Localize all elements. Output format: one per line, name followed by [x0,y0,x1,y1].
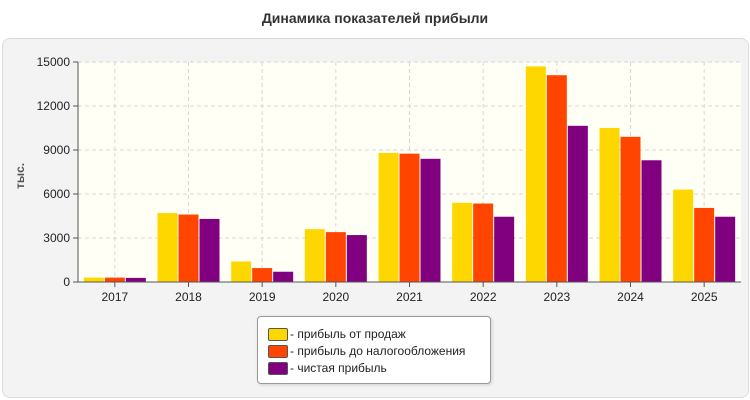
bar [546,75,567,282]
bar [273,271,294,282]
legend-label-net-profit: - чистая прибыль [290,361,387,375]
x-tick-label: 2023 [543,290,570,304]
bar [673,189,694,282]
bar [641,160,662,282]
bar [231,261,252,282]
bar [378,152,399,282]
bar [473,203,494,282]
bar [346,235,367,282]
bar [83,277,104,282]
x-tick-label: 2025 [691,290,718,304]
x-tick-label: 2019 [249,290,276,304]
legend-item-pretax-profit: - прибыль до налогообложения [268,343,465,359]
bar [452,202,473,282]
bar [620,136,641,282]
y-tick-label: 3000 [43,231,70,245]
bar [304,229,325,282]
legend-swatch-sales-profit [268,327,288,341]
bar [694,207,715,282]
y-tick-label: 0 [63,275,70,289]
legend: - прибыль от продаж - прибыль до налогоо… [257,316,491,384]
legend-label-pretax-profit: - прибыль до налогообложения [290,344,466,358]
x-tick-label: 2024 [617,290,644,304]
bar [399,153,420,282]
y-tick-label: 9000 [43,143,70,157]
bar [199,218,220,282]
legend-swatch-net-profit [268,361,288,375]
y-axis-label: тыс. [13,162,27,189]
legend-label-sales-profit: - прибыль от продаж [290,327,406,341]
bar [420,158,441,282]
bar [325,232,346,282]
y-tick-label: 6000 [43,187,70,201]
chart-title: Динамика показателей прибыли [261,10,489,26]
bar [494,216,515,282]
bar [104,277,125,282]
x-tick-label: 2020 [322,290,349,304]
y-tick-label: 12000 [37,99,71,113]
legend-item-net-profit: - чистая прибыль [268,360,387,376]
legend-item-sales-profit: - прибыль от продаж [268,326,406,342]
x-tick-label: 2018 [175,290,202,304]
bar [157,213,178,282]
x-tick-label: 2017 [101,290,128,304]
x-tick-label: 2021 [396,290,423,304]
bar [715,216,736,282]
bar [567,125,588,282]
bar [525,66,546,283]
legend-swatch-pretax-profit [268,344,288,358]
bar [599,128,620,282]
y-tick-label: 15000 [37,55,71,69]
x-tick-label: 2022 [470,290,497,304]
bar [125,277,146,282]
bar [252,268,273,282]
bar [178,214,199,282]
